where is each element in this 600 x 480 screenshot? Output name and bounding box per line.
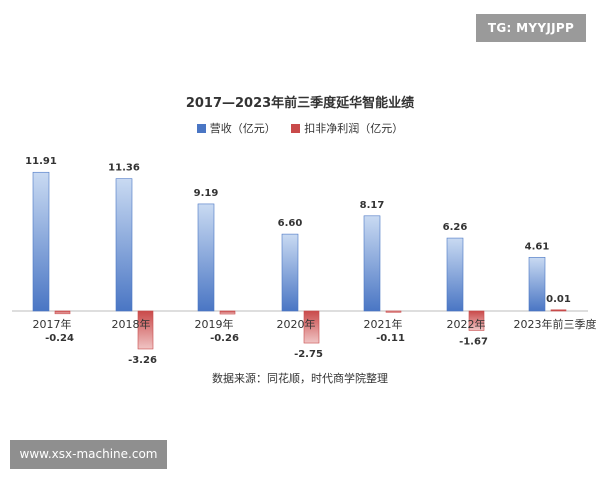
revenue-value-label: 6.26	[443, 222, 468, 233]
watermark-bottom: www.xsx-machine.com	[10, 440, 167, 469]
profit-value-label: -0.11	[376, 333, 405, 344]
x-tick-label: 2021年	[364, 317, 403, 331]
profit-bar	[137, 310, 154, 350]
profit-bar	[54, 310, 71, 315]
profit-value-label: -3.26	[128, 355, 157, 366]
legend-label-profit: 扣非净利润（亿元）	[304, 122, 404, 135]
profit-bar	[468, 310, 485, 331]
revenue-value-label: 11.36	[108, 163, 140, 174]
source-note: 数据来源：同花顺，时代商学院整理	[212, 372, 388, 385]
revenue-bar	[281, 233, 299, 312]
revenue-bar	[32, 171, 50, 312]
profit-bar	[219, 310, 236, 315]
profit-bar	[385, 310, 402, 313]
revenue-value-label: 4.61	[525, 241, 550, 252]
revenue-bar	[115, 178, 133, 312]
x-tick-label: 2017年	[33, 317, 72, 331]
profit-bar	[550, 309, 567, 312]
profit-bar	[303, 310, 320, 344]
legend-item-revenue: 营收（亿元）	[196, 120, 276, 136]
legend-label-revenue: 营收（亿元）	[209, 122, 276, 135]
revenue-bar	[446, 237, 464, 312]
x-tick-label: 2018年	[112, 317, 151, 331]
x-tick-label: 2019年	[195, 317, 234, 331]
x-tick-label: 2022年	[447, 317, 486, 331]
watermark-top: TG: MYYJJPP	[476, 14, 586, 42]
chart-title: 2017—2023年前三季度延华智能业绩	[185, 96, 415, 111]
chart-legend: 营收（亿元） 扣非净利润（亿元）	[0, 120, 600, 136]
legend-swatch-profit	[291, 124, 301, 133]
profit-value-label: -1.67	[459, 336, 488, 347]
legend-item-profit: 扣非净利润（亿元）	[291, 120, 403, 136]
revenue-value-label: 9.19	[194, 188, 219, 199]
revenue-bar	[528, 256, 546, 312]
profit-value-label: -0.26	[210, 333, 239, 344]
revenue-value-label: 6.60	[278, 218, 303, 229]
revenue-value-label: 8.17	[360, 200, 385, 211]
profit-value-label: -2.75	[294, 349, 323, 360]
profit-value-label: -0.24	[45, 333, 74, 344]
revenue-bar	[197, 203, 215, 312]
x-tick-label: 2020年	[277, 317, 316, 331]
revenue-value-label: 11.91	[25, 156, 57, 167]
revenue-bar	[363, 215, 381, 312]
x-tick-label: 2023年前三季度	[514, 317, 597, 331]
legend-swatch-revenue	[196, 124, 206, 133]
profit-value-label: 0.01	[546, 294, 571, 305]
